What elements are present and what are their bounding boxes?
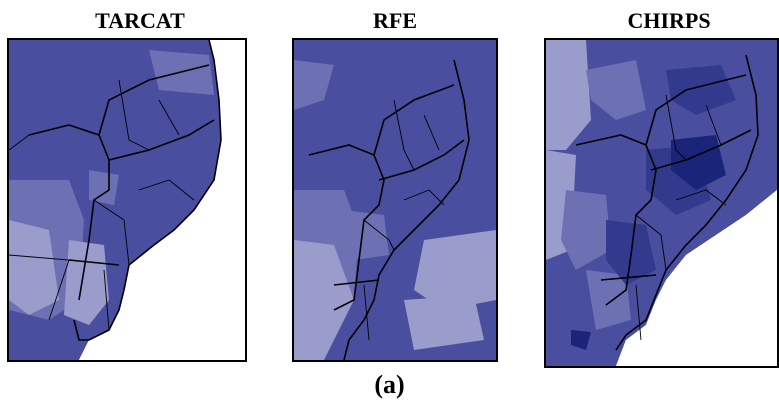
light-patch: [414, 230, 496, 310]
light-patch: [294, 60, 334, 110]
map-rfe: [294, 40, 496, 360]
dark-patch: [666, 65, 736, 115]
map-panel-rfe: [292, 38, 498, 362]
province-border: [705, 104, 722, 146]
map-chirps: [546, 40, 777, 366]
country-border: [645, 74, 747, 146]
province-border: [635, 284, 642, 341]
country-border: [108, 119, 215, 161]
panel-title-chirps: CHIRPS: [627, 8, 711, 33]
country-border: [343, 59, 470, 360]
country-border: [615, 54, 759, 351]
light-patch: [294, 240, 354, 360]
light-patch: [404, 295, 484, 350]
map-tarcat: [9, 40, 245, 360]
province-border: [635, 214, 667, 271]
province-border: [103, 269, 110, 331]
light-patch: [89, 170, 119, 205]
province-border: [363, 219, 395, 251]
province-border: [93, 199, 130, 266]
province-border: [423, 114, 440, 151]
map-panel-tarcat: [7, 38, 247, 362]
panel-title-tarcat: TARCAT: [95, 8, 185, 33]
country-border: [373, 84, 455, 156]
province-border: [158, 99, 180, 136]
province-border: [118, 79, 150, 151]
province-border: [675, 189, 727, 206]
light-patch: [546, 40, 591, 150]
province-border: [665, 94, 687, 161]
map-panel-chirps: [544, 38, 779, 368]
country-border: [28, 124, 110, 301]
darkest-patch: [571, 330, 591, 350]
ocean: [616, 190, 777, 366]
country-border: [68, 259, 120, 266]
light-patch: [9, 220, 59, 315]
panel-title-rfe: RFE: [373, 8, 417, 33]
country-border: [650, 129, 752, 171]
country-border: [333, 279, 380, 286]
province-border: [9, 134, 30, 151]
country-border: [378, 139, 465, 181]
light-patch: [344, 210, 389, 260]
country-border: [73, 40, 222, 341]
ocean: [79, 170, 245, 360]
light-patch: [586, 60, 646, 120]
province-border: [9, 254, 70, 321]
country-border: [308, 144, 385, 311]
province-border: [363, 284, 370, 341]
light-patch: [561, 190, 611, 270]
province-border: [393, 99, 415, 171]
country-border: [600, 274, 657, 281]
province-border: [138, 179, 195, 201]
country-border: [98, 64, 210, 136]
light-patch: [586, 270, 631, 330]
province-border: [403, 189, 445, 206]
figure-caption: (a): [374, 370, 405, 399]
